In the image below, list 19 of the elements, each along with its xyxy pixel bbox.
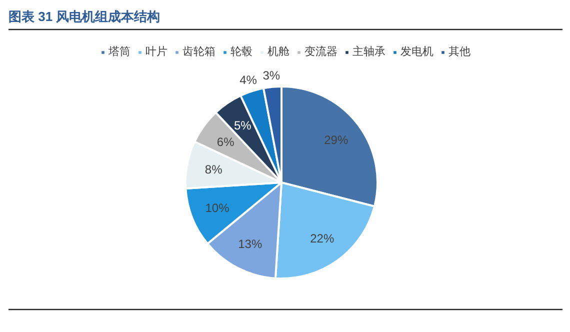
legend-label: 齿轮箱 bbox=[182, 45, 216, 59]
legend-label: 主轴承 bbox=[352, 44, 386, 59]
legend-label: 发电机 bbox=[400, 45, 434, 59]
legend-label: 变流器 bbox=[304, 44, 338, 59]
data-label: 10% bbox=[205, 200, 230, 215]
legend-label: 塔筒 bbox=[108, 45, 130, 59]
legend-label: 其他 bbox=[448, 45, 470, 59]
data-label: 13% bbox=[238, 237, 262, 252]
chart-title: 图表 31 风电机组成本结构 bbox=[8, 9, 160, 24]
data-label: 3% bbox=[262, 68, 280, 82]
data-label: 6% bbox=[216, 134, 235, 149]
data-label: 4% bbox=[240, 73, 258, 88]
data-label: 29% bbox=[324, 133, 348, 148]
legend-label: 轮毂 bbox=[230, 45, 252, 59]
legend-label: 叶片 bbox=[146, 45, 168, 59]
legend-label: 机舱 bbox=[268, 45, 290, 59]
data-label: 5% bbox=[234, 118, 252, 132]
data-label: 22% bbox=[310, 231, 334, 246]
data-label: 8% bbox=[204, 162, 223, 177]
